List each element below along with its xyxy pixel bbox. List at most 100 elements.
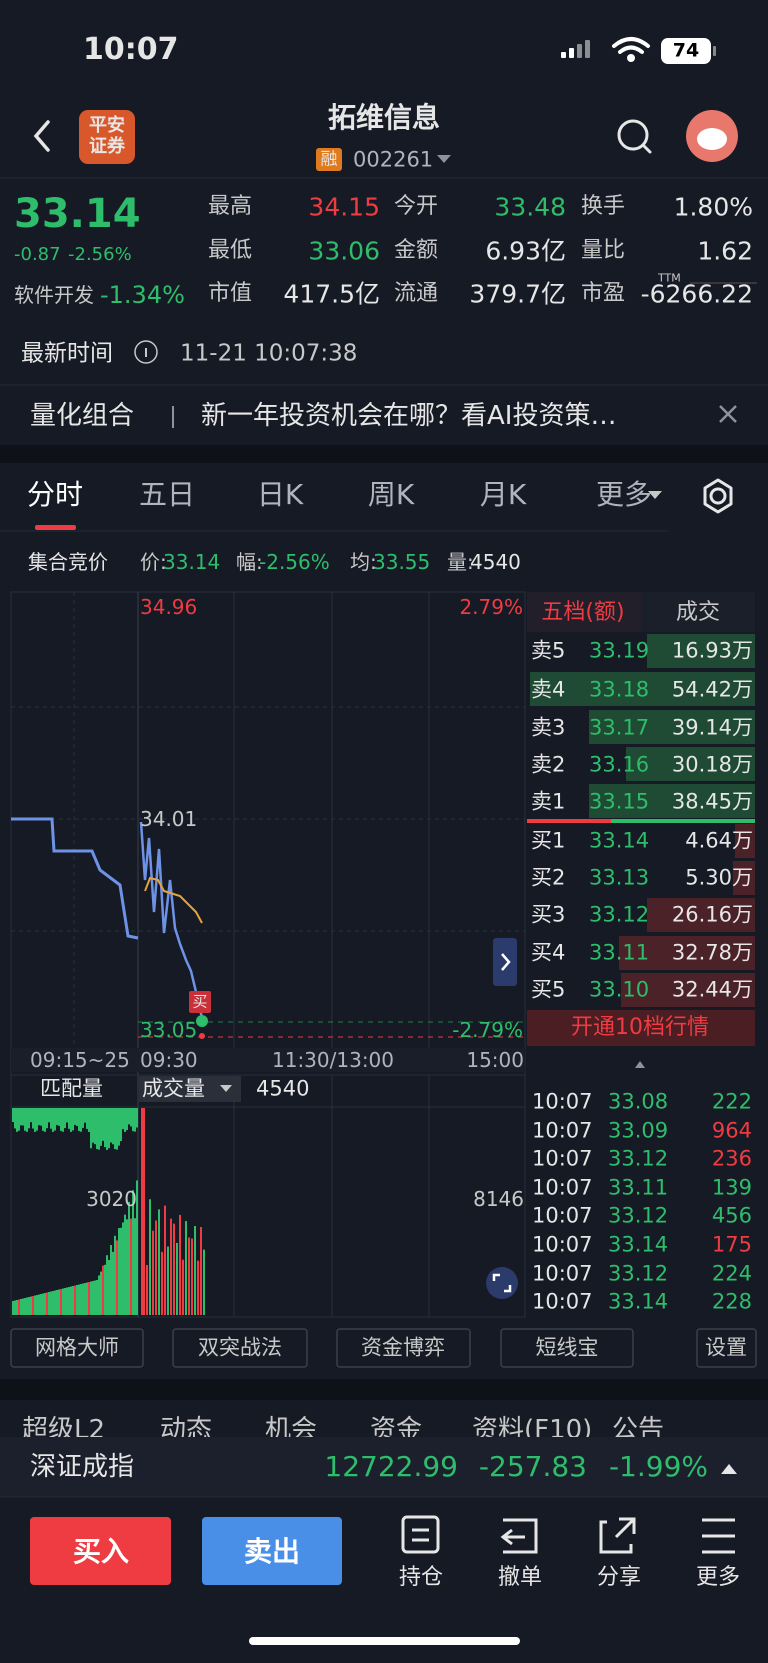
action-icons [401, 1515, 735, 1554]
margin-badge [316, 148, 342, 171]
volume-bar [46, 1292, 48, 1315]
search-button[interactable] [617, 119, 652, 154]
volume-dropdown[interactable] [220, 1085, 232, 1092]
section-tab[interactable]: 资料(F10) [472, 1415, 593, 1437]
volume-selector-text[interactable]: 成交量 [142, 1076, 205, 1101]
volume-bar [116, 1108, 118, 1150]
book-tab[interactable]: 五档(额) [541, 600, 625, 625]
book-amount: 38.45万 [671, 789, 753, 814]
book-label: 卖3 [531, 715, 566, 740]
section-tab[interactable]: 动态 [160, 1415, 213, 1437]
volume-bar [82, 1108, 84, 1128]
chart-tab[interactable]: 周K [367, 478, 415, 511]
volume-bar [110, 1245, 112, 1315]
tool-button[interactable]: 双突战法 [198, 1335, 282, 1360]
x-axis-label: 09:15~25 [30, 1048, 130, 1072]
trade-volume: 222 [711, 1089, 752, 1114]
action-label[interactable]: 更多 [695, 1565, 741, 1590]
volume-bar [104, 1108, 106, 1148]
banner-text[interactable]: 新一年投资机会在哪？看AI投资策… [201, 401, 617, 431]
auction-item-label: 均: [350, 550, 377, 574]
settings-button[interactable] [703, 478, 733, 514]
code-dropdown[interactable] [437, 155, 451, 163]
info-icon[interactable] [134, 340, 158, 364]
volume-bar [50, 1291, 52, 1315]
chart-tab[interactable]: 日K [256, 478, 304, 511]
stat-value: 33.48 [494, 192, 566, 222]
fullscreen-button[interactable] [486, 1267, 518, 1299]
trade-time: 10:07 [532, 1146, 593, 1171]
volume-bar [78, 1284, 80, 1315]
section-tab[interactable]: 公告 [612, 1415, 665, 1437]
volume-bar [96, 1280, 98, 1315]
volume-bar [185, 1221, 187, 1315]
volume-bar [120, 1227, 122, 1315]
back-button[interactable] [33, 120, 50, 152]
volume-bar [130, 1218, 132, 1315]
volume-bar [134, 1108, 136, 1132]
trade-price: 33.08 [608, 1089, 669, 1114]
tool-button[interactable]: 设置 [705, 1335, 747, 1360]
volume-bar [72, 1108, 74, 1131]
axis-pct-low: -2.79% [452, 1018, 523, 1042]
more-dropdown[interactable] [648, 491, 662, 499]
book-label: 买1 [531, 828, 566, 853]
volume-bar [76, 1108, 78, 1126]
scroll-up[interactable] [635, 1061, 645, 1068]
index-bar[interactable] [0, 1437, 768, 1497]
buy-button[interactable] [30, 1517, 171, 1585]
sector[interactable]: 软件开发 [14, 283, 94, 307]
stat-value: 1.80% [673, 192, 753, 222]
volume-bar [92, 1281, 94, 1315]
volume-bar [12, 1108, 14, 1122]
book-tab[interactable]: 成交 [675, 600, 721, 625]
volume-bar [106, 1108, 108, 1150]
volume-bar [88, 1108, 90, 1132]
volume-bar [136, 1180, 138, 1315]
tool-button[interactable]: 短线宝 [535, 1335, 599, 1360]
book-amount: 39.14万 [671, 715, 753, 740]
tool-button[interactable]: 网格大师 [35, 1335, 119, 1360]
trade-price: 33.14 [608, 1289, 669, 1314]
auction-price-line [11, 817, 139, 940]
section-tab[interactable]: 资金 [370, 1415, 423, 1437]
volume-bar [182, 1259, 184, 1315]
volume-bar [102, 1265, 104, 1315]
volume-bar [46, 1108, 48, 1129]
chart-tab[interactable]: 月K [479, 478, 527, 511]
battery-tip [713, 46, 716, 56]
sell-button[interactable] [202, 1517, 342, 1585]
action-label[interactable]: 撤单 [497, 1565, 543, 1590]
upgrade-text[interactable]: 开通10档行情 [571, 1015, 709, 1040]
price: 33.14 [14, 191, 141, 237]
volume-bar [22, 1298, 24, 1315]
buy-text[interactable]: 买入 [72, 1535, 130, 1568]
stat-value: 379.7亿 [469, 279, 566, 309]
sell-text[interactable]: 卖出 [243, 1535, 301, 1568]
trade-price: 33.14 [608, 1232, 669, 1257]
volume-bar [44, 1293, 46, 1315]
banner-close[interactable] [719, 405, 737, 423]
volume-bar [64, 1108, 66, 1129]
action-label[interactable]: 分享 [596, 1565, 642, 1590]
section-tab[interactable]: 超级L2 [22, 1415, 106, 1437]
axis-pct-high: 2.79% [459, 595, 523, 619]
book-label: 买2 [531, 865, 566, 890]
banner-tag[interactable]: 量化组合 [30, 401, 135, 431]
home-indicator [249, 1637, 520, 1645]
trade-time: 10:07 [532, 1289, 593, 1314]
section-tab[interactable]: 机会 [265, 1415, 318, 1437]
action-label[interactable]: 持仓 [398, 1565, 444, 1590]
close-point [199, 1033, 205, 1039]
expand-panel-button[interactable] [493, 938, 517, 986]
chart-tab[interactable]: 更多 [595, 478, 653, 511]
volume-bar [86, 1282, 88, 1315]
book-price: 33.12 [589, 902, 650, 927]
index-expand[interactable] [721, 1464, 737, 1474]
tool-button[interactable]: 资金博弈 [361, 1335, 445, 1360]
avatar-face [697, 128, 727, 150]
chart-tab[interactable]: 分时 [26, 478, 84, 511]
chart-tab[interactable]: 五日 [138, 478, 196, 511]
volume-bar [102, 1108, 104, 1141]
upgrade-bg[interactable] [527, 1010, 755, 1046]
